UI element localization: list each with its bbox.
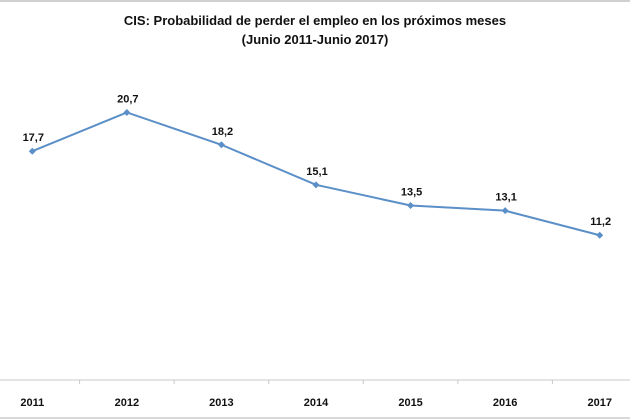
chart-subtitle: (Junio 2011-Junio 2017) xyxy=(241,32,389,47)
top-border xyxy=(0,0,630,2)
data-point-marker xyxy=(501,207,509,215)
data-label: 13,1 xyxy=(495,192,516,204)
data-label: 20,7 xyxy=(117,93,138,105)
data-point-marker xyxy=(28,147,36,155)
data-label: 11,2 xyxy=(590,216,611,228)
x-tick-label: 2016 xyxy=(493,397,517,409)
x-tick-label: 2017 xyxy=(587,397,611,409)
data-point-marker xyxy=(407,202,415,210)
data-label: 18,2 xyxy=(212,126,233,138)
x-tick-label: 2012 xyxy=(115,397,139,409)
x-tick-label: 2011 xyxy=(20,397,44,409)
chart-title: CIS: Probabilidad de perder el empleo en… xyxy=(123,13,507,28)
data-point-marker xyxy=(217,141,225,149)
data-point-marker xyxy=(596,231,604,239)
x-tick-label: 2014 xyxy=(304,397,329,409)
x-tick-label: 2015 xyxy=(398,397,422,409)
data-point-marker xyxy=(312,181,320,189)
data-label: 13,5 xyxy=(401,187,422,199)
x-tick-label: 2013 xyxy=(209,397,233,409)
data-point-marker xyxy=(123,108,131,116)
data-label: 17,7 xyxy=(23,132,44,144)
data-label: 15,1 xyxy=(306,166,327,178)
chart-title-block: CIS: Probabilidad de perder el empleo en… xyxy=(0,11,630,49)
